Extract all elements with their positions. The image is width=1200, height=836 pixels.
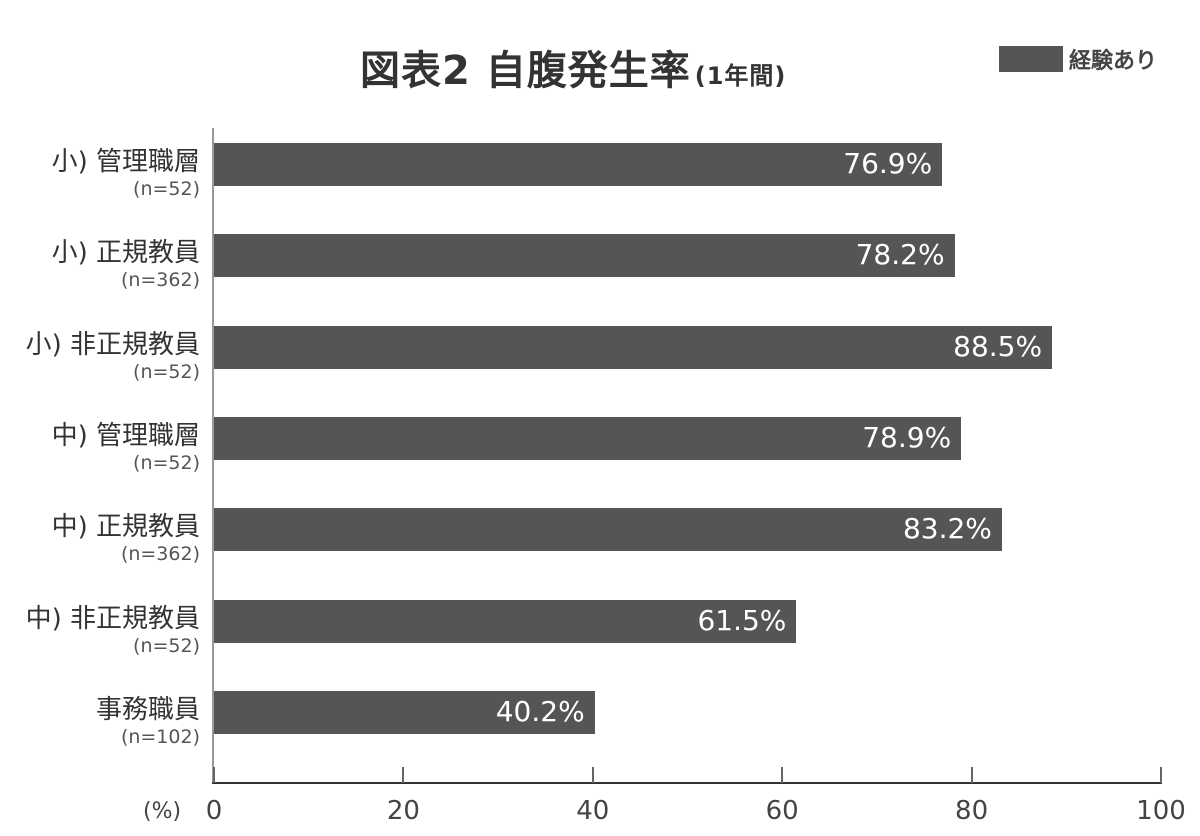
bar: 83.2% — [214, 508, 1002, 552]
category-label: 中) 管理職層 (n=52) — [52, 421, 200, 475]
category-name: 中) 正規教員 — [51, 512, 200, 543]
bar: 61.5% — [214, 599, 797, 643]
sample-size: (n=362) — [120, 543, 200, 566]
bar: 76.9% — [214, 143, 943, 186]
sample-size: (n=362) — [120, 269, 200, 292]
chart-title-main: 図表2 自腹発生率 — [360, 48, 691, 94]
category-label: 中) 非正規教員 (n=52) — [26, 604, 200, 658]
bar-value-label: 61.5% — [697, 603, 787, 637]
x-tick-mark — [213, 767, 215, 783]
category-name: 事務職員 — [95, 694, 200, 725]
bar: 78.2% — [214, 234, 955, 278]
x-tick-mark — [1160, 767, 1162, 783]
category-label: 小) 正規教員 (n=362) — [52, 238, 200, 292]
bar-value-label: 88.5% — [953, 329, 1043, 363]
x-tick-label: 100 — [1136, 796, 1186, 826]
x-tick-label: 80 — [955, 796, 989, 826]
bar-value-label: 83.2% — [902, 512, 992, 546]
legend-swatch — [999, 46, 1063, 72]
category-name: 中) 管理職層 — [51, 420, 200, 451]
x-tick-label: 0 — [205, 796, 223, 826]
bar: 78.9% — [214, 416, 962, 460]
chart-title: 図表2 自腹発生率 (1年間) — [360, 38, 786, 96]
sample-size: (n=52) — [133, 360, 200, 383]
sample-size: (n=52) — [133, 634, 200, 657]
x-tick-mark — [591, 767, 594, 783]
bar: 40.2% — [214, 690, 595, 734]
x-axis-unit: (%) — [143, 799, 182, 824]
category-name: 小) 正規教員 — [51, 238, 200, 269]
category-name: 中) 非正規教員 — [25, 603, 200, 634]
sample-size: (n=52) — [133, 178, 200, 200]
category-name: 小) 管理職層 — [51, 147, 200, 177]
bar-value-label: 78.2% — [855, 238, 945, 272]
bar-value-label: 76.9% — [843, 147, 933, 180]
category-label: 小) 非正規教員 (n=52) — [26, 330, 200, 384]
x-tick-mark — [402, 767, 405, 783]
x-tick-mark — [970, 767, 973, 783]
category-name: 小) 非正規教員 — [25, 329, 200, 360]
category-label: 小) 管理職層 (n=52) — [52, 147, 200, 201]
bar: 88.5% — [214, 325, 1053, 369]
legend: 経験あり — [999, 43, 1157, 75]
category-label: 中) 正規教員 (n=362) — [52, 512, 200, 566]
legend-label: 経験あり — [1069, 49, 1158, 74]
x-tick-label: 40 — [576, 796, 610, 826]
x-tick-label: 20 — [386, 796, 420, 826]
bar-value-label: 78.9% — [862, 420, 952, 454]
x-tick-label: 60 — [765, 796, 799, 826]
y-axis-line — [212, 128, 214, 784]
chart-subtitle: (1年間) — [694, 62, 787, 90]
x-tick-mark — [781, 767, 784, 783]
category-label: 事務職員 (n=102) — [96, 695, 200, 749]
sample-size: (n=52) — [133, 451, 200, 474]
bar-value-label: 40.2% — [495, 694, 585, 728]
x-axis-line — [212, 782, 1162, 784]
sample-size: (n=102) — [120, 725, 200, 748]
